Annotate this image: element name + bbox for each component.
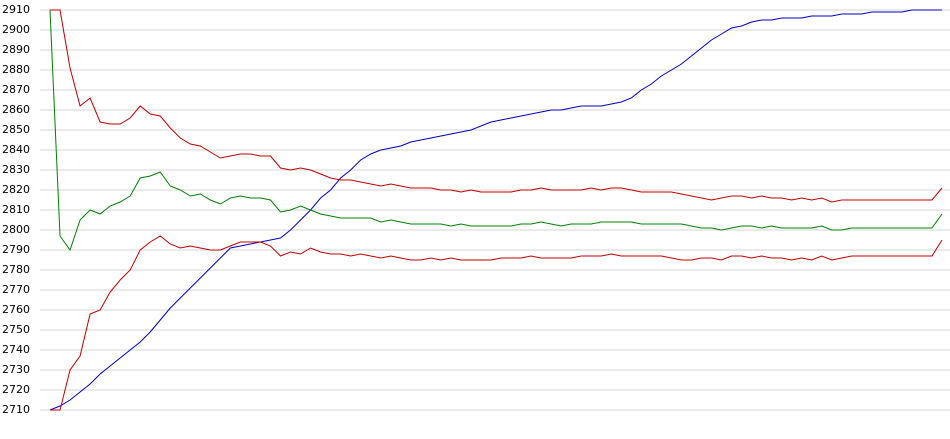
y-tick-label: 2860 xyxy=(2,103,30,116)
y-tick-label: 2720 xyxy=(2,383,30,396)
y-tick-label: 2800 xyxy=(2,223,30,236)
y-tick-label: 2740 xyxy=(2,343,30,356)
y-tick-label: 2760 xyxy=(2,303,30,316)
series-line xyxy=(49,9,943,252)
y-tick-label: 2870 xyxy=(2,83,30,96)
y-tick-label: 2840 xyxy=(2,143,30,156)
y-tick-label: 2730 xyxy=(2,363,30,376)
y-tick-label: 2750 xyxy=(2,323,30,336)
y-tick-label: 2900 xyxy=(2,23,30,36)
y-tick-label: 2810 xyxy=(2,203,30,216)
y-tick-label: 2780 xyxy=(2,263,30,276)
y-tick-label: 2890 xyxy=(2,43,30,56)
y-tick-label: 2850 xyxy=(2,123,30,136)
y-tick-label: 2880 xyxy=(2,63,30,76)
series-line xyxy=(50,9,943,203)
y-tick-label: 2710 xyxy=(2,403,30,416)
y-tick-label: 2910 xyxy=(2,3,30,16)
y-tick-label: 2820 xyxy=(2,183,30,196)
y-tick-label: 2830 xyxy=(2,163,30,176)
series-line xyxy=(50,235,943,411)
y-tick-label: 2770 xyxy=(2,283,30,296)
series-line xyxy=(49,9,942,411)
y-tick-label: 2790 xyxy=(2,243,30,256)
